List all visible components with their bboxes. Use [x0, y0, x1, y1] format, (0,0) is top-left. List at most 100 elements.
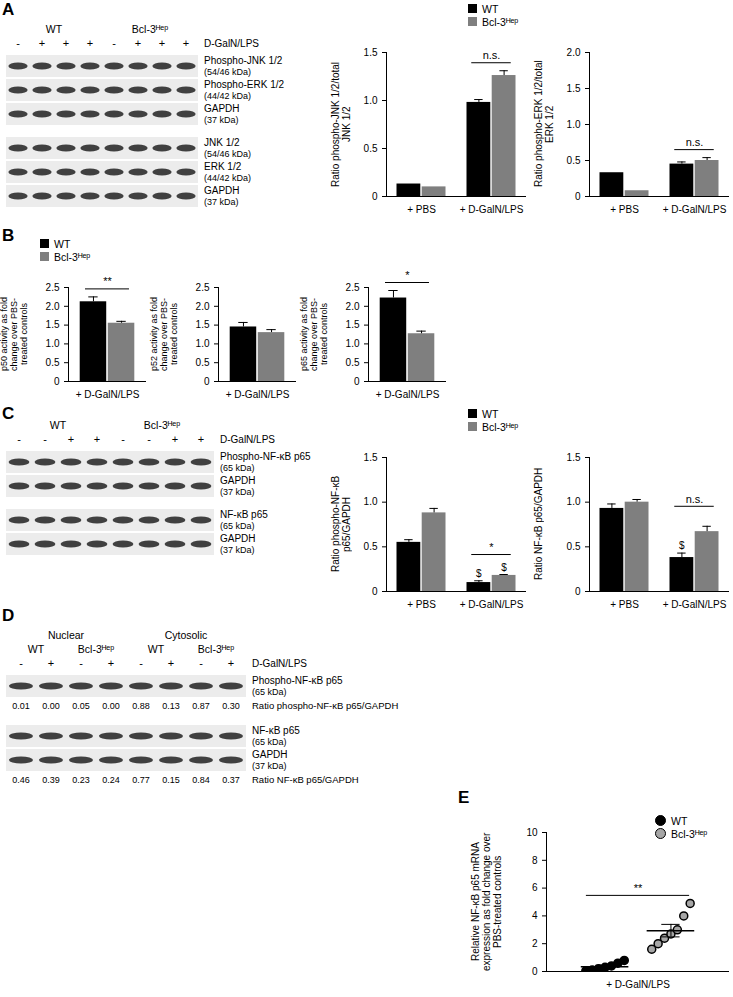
svg-text:0: 0 — [204, 376, 210, 387]
svg-text:6: 6 — [532, 882, 538, 893]
svg-text:0: 0 — [575, 191, 581, 202]
svg-text:(37 kDa): (37 kDa) — [204, 115, 239, 125]
svg-text:-: - — [19, 657, 23, 669]
svg-text:(54/46 kDa): (54/46 kDa) — [204, 149, 251, 159]
svg-text:Nuclear: Nuclear — [48, 629, 85, 641]
svg-text:1.0: 1.0 — [346, 338, 360, 349]
svg-text:+: + — [68, 433, 74, 445]
svg-text:$: $ — [501, 562, 507, 573]
svg-text:0.00: 0.00 — [42, 701, 60, 711]
svg-text:Bcl-3ᴴᵉᵖ: Bcl-3ᴴᵉᵖ — [78, 643, 114, 655]
svg-text:+ D-GalN/LPS: + D-GalN/LPS — [460, 599, 524, 610]
svg-text:+ D-GalN/LPS: + D-GalN/LPS — [663, 599, 727, 610]
svg-text:**: ** — [103, 275, 112, 287]
svg-text:ERK 1/2: ERK 1/2 — [204, 161, 242, 172]
svg-text:+ D-GalN/LPS: + D-GalN/LPS — [663, 204, 727, 215]
svg-text:0: 0 — [372, 191, 378, 202]
svg-text:2.0: 2.0 — [46, 301, 60, 312]
svg-text:+ D-GalN/LPS: + D-GalN/LPS — [76, 389, 140, 400]
svg-text:0: 0 — [575, 586, 581, 597]
svg-text:1.5: 1.5 — [346, 319, 360, 330]
svg-text:2.5: 2.5 — [46, 282, 60, 293]
svg-text:n.s.: n.s. — [686, 493, 704, 505]
svg-text:-: - — [43, 433, 47, 445]
svg-text:(54/46 kDa): (54/46 kDa) — [204, 67, 251, 77]
svg-text:(37 kDa): (37 kDa) — [220, 487, 255, 497]
svg-text:(37 kDa): (37 kDa) — [220, 545, 255, 555]
svg-text:2.5: 2.5 — [346, 282, 360, 293]
svg-text:+: + — [87, 37, 93, 49]
svg-text:GAPDH: GAPDH — [220, 475, 256, 486]
svg-text:+: + — [63, 37, 69, 49]
svg-text:Bcl-3ᴴᵉᵖ: Bcl-3ᴴᵉᵖ — [198, 643, 234, 655]
svg-text:+: + — [159, 37, 165, 49]
svg-text:1.0: 1.0 — [567, 496, 581, 507]
svg-text:GAPDH: GAPDH — [204, 185, 240, 196]
svg-text:WT: WT — [28, 643, 45, 655]
svg-text:1.0: 1.0 — [567, 119, 581, 130]
svg-text:0.15: 0.15 — [162, 775, 180, 785]
svg-text:1.0: 1.0 — [46, 338, 60, 349]
svg-text:-: - — [112, 37, 116, 49]
svg-text:0: 0 — [372, 586, 378, 597]
svg-text:Ratio phospho-NF-κB p65/GAPDH: Ratio phospho-NF-κB p65/GAPDH — [252, 700, 398, 711]
svg-text:n.s.: n.s. — [686, 136, 704, 148]
svg-text:+ D-GalN/LPS: + D-GalN/LPS — [226, 389, 290, 400]
svg-text:1.5: 1.5 — [196, 319, 210, 330]
svg-text:0.77: 0.77 — [132, 775, 150, 785]
svg-text:1.5: 1.5 — [364, 47, 378, 58]
svg-text:8: 8 — [532, 855, 538, 866]
svg-text:+: + — [108, 657, 114, 669]
svg-text:Bcl-3ᴴᵉᵖ: Bcl-3ᴴᵉᵖ — [144, 419, 180, 431]
svg-text:Cytosolic: Cytosolic — [165, 629, 208, 641]
svg-text:+ PBS: + PBS — [610, 599, 639, 610]
svg-text:GAPDH: GAPDH — [220, 533, 256, 544]
svg-text:(65 kDa): (65 kDa) — [220, 521, 255, 531]
svg-text:**: ** — [634, 882, 643, 894]
svg-text:2.0: 2.0 — [346, 301, 360, 312]
svg-text:+ PBS: + PBS — [407, 204, 436, 215]
svg-text:(44/42 kDa): (44/42 kDa) — [204, 173, 251, 183]
svg-text:NF-κB p65: NF-κB p65 — [252, 725, 300, 736]
svg-text:+: + — [48, 657, 54, 669]
svg-text:JNK 1/2: JNK 1/2 — [204, 137, 240, 148]
svg-text:$: $ — [476, 568, 482, 579]
svg-text:(65 kDa): (65 kDa) — [220, 463, 255, 473]
svg-text:0.00: 0.00 — [102, 701, 120, 711]
svg-text:0.5: 0.5 — [364, 143, 378, 154]
svg-text:D-GalN/LPS: D-GalN/LPS — [220, 434, 275, 445]
svg-text:-: - — [16, 37, 20, 49]
svg-text:Phospho-JNK 1/2: Phospho-JNK 1/2 — [204, 55, 283, 66]
svg-text:-: - — [199, 657, 203, 669]
svg-text:0.5: 0.5 — [364, 541, 378, 552]
svg-text:+: + — [172, 433, 178, 445]
svg-text:0.5: 0.5 — [346, 357, 360, 368]
svg-text:0.5: 0.5 — [567, 541, 581, 552]
svg-text:+: + — [39, 37, 45, 49]
svg-text:0.46: 0.46 — [12, 775, 30, 785]
svg-text:+: + — [228, 657, 234, 669]
svg-text:+: + — [198, 433, 204, 445]
svg-text:NF-κB p65: NF-κB p65 — [220, 509, 268, 520]
svg-text:0.23: 0.23 — [72, 775, 90, 785]
svg-text:0.88: 0.88 — [132, 701, 150, 711]
svg-text:GAPDH: GAPDH — [252, 749, 288, 760]
svg-text:WT: WT — [46, 23, 63, 35]
svg-text:0.84: 0.84 — [192, 775, 210, 785]
svg-text:+: + — [168, 657, 174, 669]
svg-text:2: 2 — [532, 938, 538, 949]
svg-text:(65 kDa): (65 kDa) — [252, 737, 287, 747]
svg-text:0.87: 0.87 — [192, 701, 210, 711]
svg-text:Ratio NF-κB p65/GAPDH: Ratio NF-κB p65/GAPDH — [252, 774, 359, 785]
svg-text:0.5: 0.5 — [46, 357, 60, 368]
svg-text:0.01: 0.01 — [12, 701, 30, 711]
svg-text:-: - — [121, 433, 125, 445]
svg-text:0.5: 0.5 — [567, 155, 581, 166]
svg-text:1.0: 1.0 — [196, 338, 210, 349]
svg-text:Phospho-ERK 1/2: Phospho-ERK 1/2 — [204, 79, 284, 90]
svg-text:+ D-GalN/LPS: + D-GalN/LPS — [460, 204, 524, 215]
svg-text:+: + — [94, 433, 100, 445]
svg-text:*: * — [489, 541, 494, 553]
svg-text:4: 4 — [532, 910, 538, 921]
svg-text:+: + — [135, 37, 141, 49]
